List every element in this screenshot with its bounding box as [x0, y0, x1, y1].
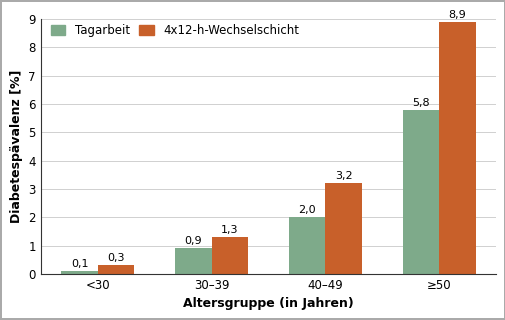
Text: 8,9: 8,9 [447, 10, 465, 20]
Text: 3,2: 3,2 [334, 171, 351, 181]
Bar [61, 271, 97, 274]
Bar [438, 22, 475, 274]
Bar [211, 237, 247, 274]
Bar [325, 183, 361, 274]
Text: 2,0: 2,0 [298, 205, 315, 215]
Bar [97, 265, 134, 274]
Text: 1,3: 1,3 [221, 225, 238, 235]
Text: 5,8: 5,8 [411, 98, 429, 108]
Text: 0,1: 0,1 [71, 259, 88, 269]
X-axis label: Altersgruppe (in Jahren): Altersgruppe (in Jahren) [183, 297, 353, 310]
Bar [175, 248, 211, 274]
Bar [402, 109, 438, 274]
Legend: Tagarbeit, 4x12-h-Wechselschicht: Tagarbeit, 4x12-h-Wechselschicht [46, 20, 303, 42]
Text: 0,9: 0,9 [184, 236, 202, 246]
Text: 0,3: 0,3 [107, 253, 124, 263]
Bar [288, 217, 325, 274]
Y-axis label: Diabetespävalenz [%]: Diabetespävalenz [%] [10, 70, 23, 223]
